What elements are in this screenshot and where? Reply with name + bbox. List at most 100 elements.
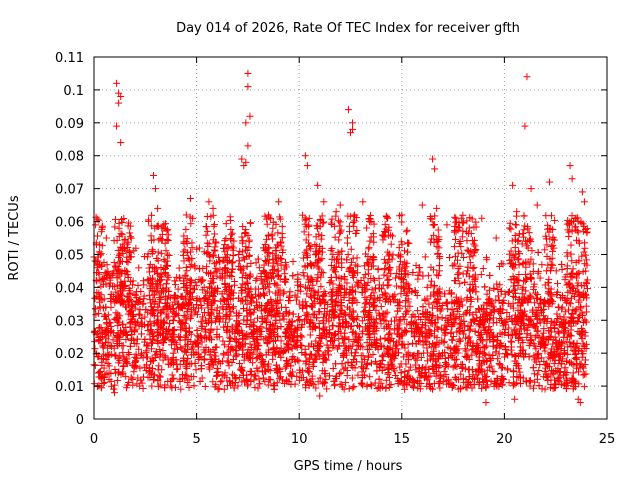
data-point (477, 270, 485, 278)
data-point (203, 320, 211, 328)
data-point (210, 222, 218, 230)
data-point (92, 221, 100, 229)
data-point (175, 264, 183, 272)
data-point (582, 302, 590, 310)
data-point (270, 322, 278, 330)
data-point (411, 361, 419, 369)
data-point (515, 334, 523, 342)
data-point (263, 236, 271, 244)
data-point (215, 253, 223, 261)
data-point (363, 224, 371, 232)
data-point (187, 248, 195, 256)
data-point (301, 345, 309, 353)
data-point (374, 266, 382, 274)
data-point (497, 364, 505, 372)
data-point (114, 377, 122, 385)
data-point (381, 265, 389, 273)
data-point (235, 257, 243, 265)
data-point (550, 376, 558, 384)
data-point (137, 330, 145, 338)
data-point (182, 363, 190, 371)
data-point (383, 308, 391, 316)
data-point (420, 349, 428, 357)
data-point (479, 264, 487, 272)
data-point (525, 342, 533, 350)
chart-title: Day 014 of 2026, Rate Of TEC Index for r… (176, 21, 520, 36)
data-point (318, 212, 326, 220)
data-point (493, 280, 501, 288)
data-point (419, 272, 427, 280)
data-point (337, 228, 345, 236)
data-point (144, 217, 152, 225)
data-point (226, 213, 234, 221)
data-point (354, 262, 362, 270)
data-point (337, 226, 345, 234)
data-point (303, 272, 311, 280)
data-point (219, 315, 227, 323)
data-point (336, 222, 344, 230)
data-point (398, 218, 406, 226)
data-point (440, 338, 448, 346)
data-point (361, 271, 369, 279)
data-point (430, 221, 438, 229)
data-point (135, 345, 143, 353)
data-point (216, 266, 224, 274)
data-point (227, 236, 235, 244)
data-point (188, 239, 196, 247)
data-point (435, 379, 443, 387)
data-point (327, 274, 335, 282)
data-point (396, 363, 404, 371)
data-point (239, 367, 247, 375)
data-point (261, 378, 269, 386)
data-point (199, 276, 207, 284)
data-point (474, 295, 482, 303)
data-point (288, 371, 296, 379)
data-point (485, 351, 493, 359)
data-point (328, 292, 336, 300)
data-point (187, 277, 195, 285)
data-point (466, 303, 474, 311)
data-point (440, 367, 448, 375)
data-point (297, 332, 305, 340)
data-point (366, 237, 374, 245)
data-point (534, 248, 542, 256)
data-point (526, 317, 534, 325)
data-point (170, 326, 178, 334)
data-point (361, 300, 369, 308)
data-point (110, 344, 118, 352)
data-point (364, 266, 372, 274)
data-point (213, 325, 221, 333)
data-point (382, 213, 390, 221)
data-point (94, 232, 102, 240)
data-point (349, 218, 357, 226)
data-point (383, 282, 391, 290)
data-point (336, 229, 344, 237)
data-point (289, 272, 297, 280)
data-point (264, 381, 272, 389)
data-point (94, 309, 102, 317)
data-point (91, 305, 99, 313)
data-point (342, 378, 350, 386)
data-point (271, 319, 279, 327)
data-point (251, 372, 259, 380)
data-point (446, 254, 454, 262)
data-point (571, 344, 579, 352)
data-point (245, 238, 253, 246)
data-point (377, 303, 385, 311)
data-points (90, 69, 592, 407)
data-point (344, 250, 352, 258)
data-point (134, 282, 142, 290)
data-point (111, 381, 119, 389)
data-point (171, 384, 179, 392)
data-point (220, 385, 228, 393)
data-point (188, 306, 196, 314)
data-point (252, 259, 260, 267)
data-point (127, 234, 135, 242)
data-point (210, 220, 218, 228)
data-point (354, 322, 362, 330)
data-point (380, 316, 388, 324)
data-point (455, 269, 463, 277)
data-point (213, 364, 221, 372)
data-point (112, 309, 120, 317)
data-point (348, 374, 356, 382)
